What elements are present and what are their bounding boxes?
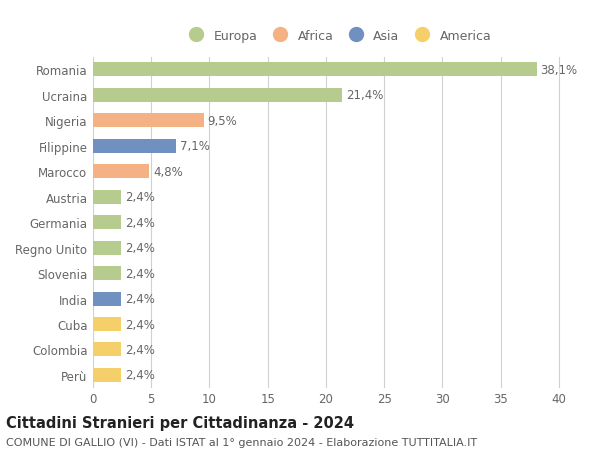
Bar [93,343,121,357]
Bar [93,368,121,382]
Text: 2,4%: 2,4% [125,369,155,381]
Text: 7,1%: 7,1% [180,140,209,153]
Text: 2,4%: 2,4% [125,216,155,229]
Bar [93,165,149,179]
Text: 2,4%: 2,4% [125,267,155,280]
Text: 2,4%: 2,4% [125,292,155,305]
Text: 2,4%: 2,4% [125,318,155,331]
Bar [93,267,121,280]
Legend: Europa, Africa, Asia, America: Europa, Africa, Asia, America [181,27,494,45]
Text: Cittadini Stranieri per Cittadinanza - 2024: Cittadini Stranieri per Cittadinanza - 2… [6,415,354,431]
Text: 38,1%: 38,1% [541,64,578,77]
Text: 2,4%: 2,4% [125,190,155,204]
Text: 2,4%: 2,4% [125,241,155,255]
Bar [93,241,121,255]
Text: 2,4%: 2,4% [125,343,155,356]
Bar [93,292,121,306]
Bar [93,140,176,153]
Text: 9,5%: 9,5% [208,114,238,128]
Text: 21,4%: 21,4% [346,89,383,102]
Text: COMUNE DI GALLIO (VI) - Dati ISTAT al 1° gennaio 2024 - Elaborazione TUTTITALIA.: COMUNE DI GALLIO (VI) - Dati ISTAT al 1°… [6,437,477,447]
Bar [93,89,342,102]
Bar [93,114,203,128]
Bar [93,317,121,331]
Bar [93,190,121,204]
Text: 4,8%: 4,8% [153,165,183,178]
Bar [93,63,536,77]
Bar [93,216,121,230]
